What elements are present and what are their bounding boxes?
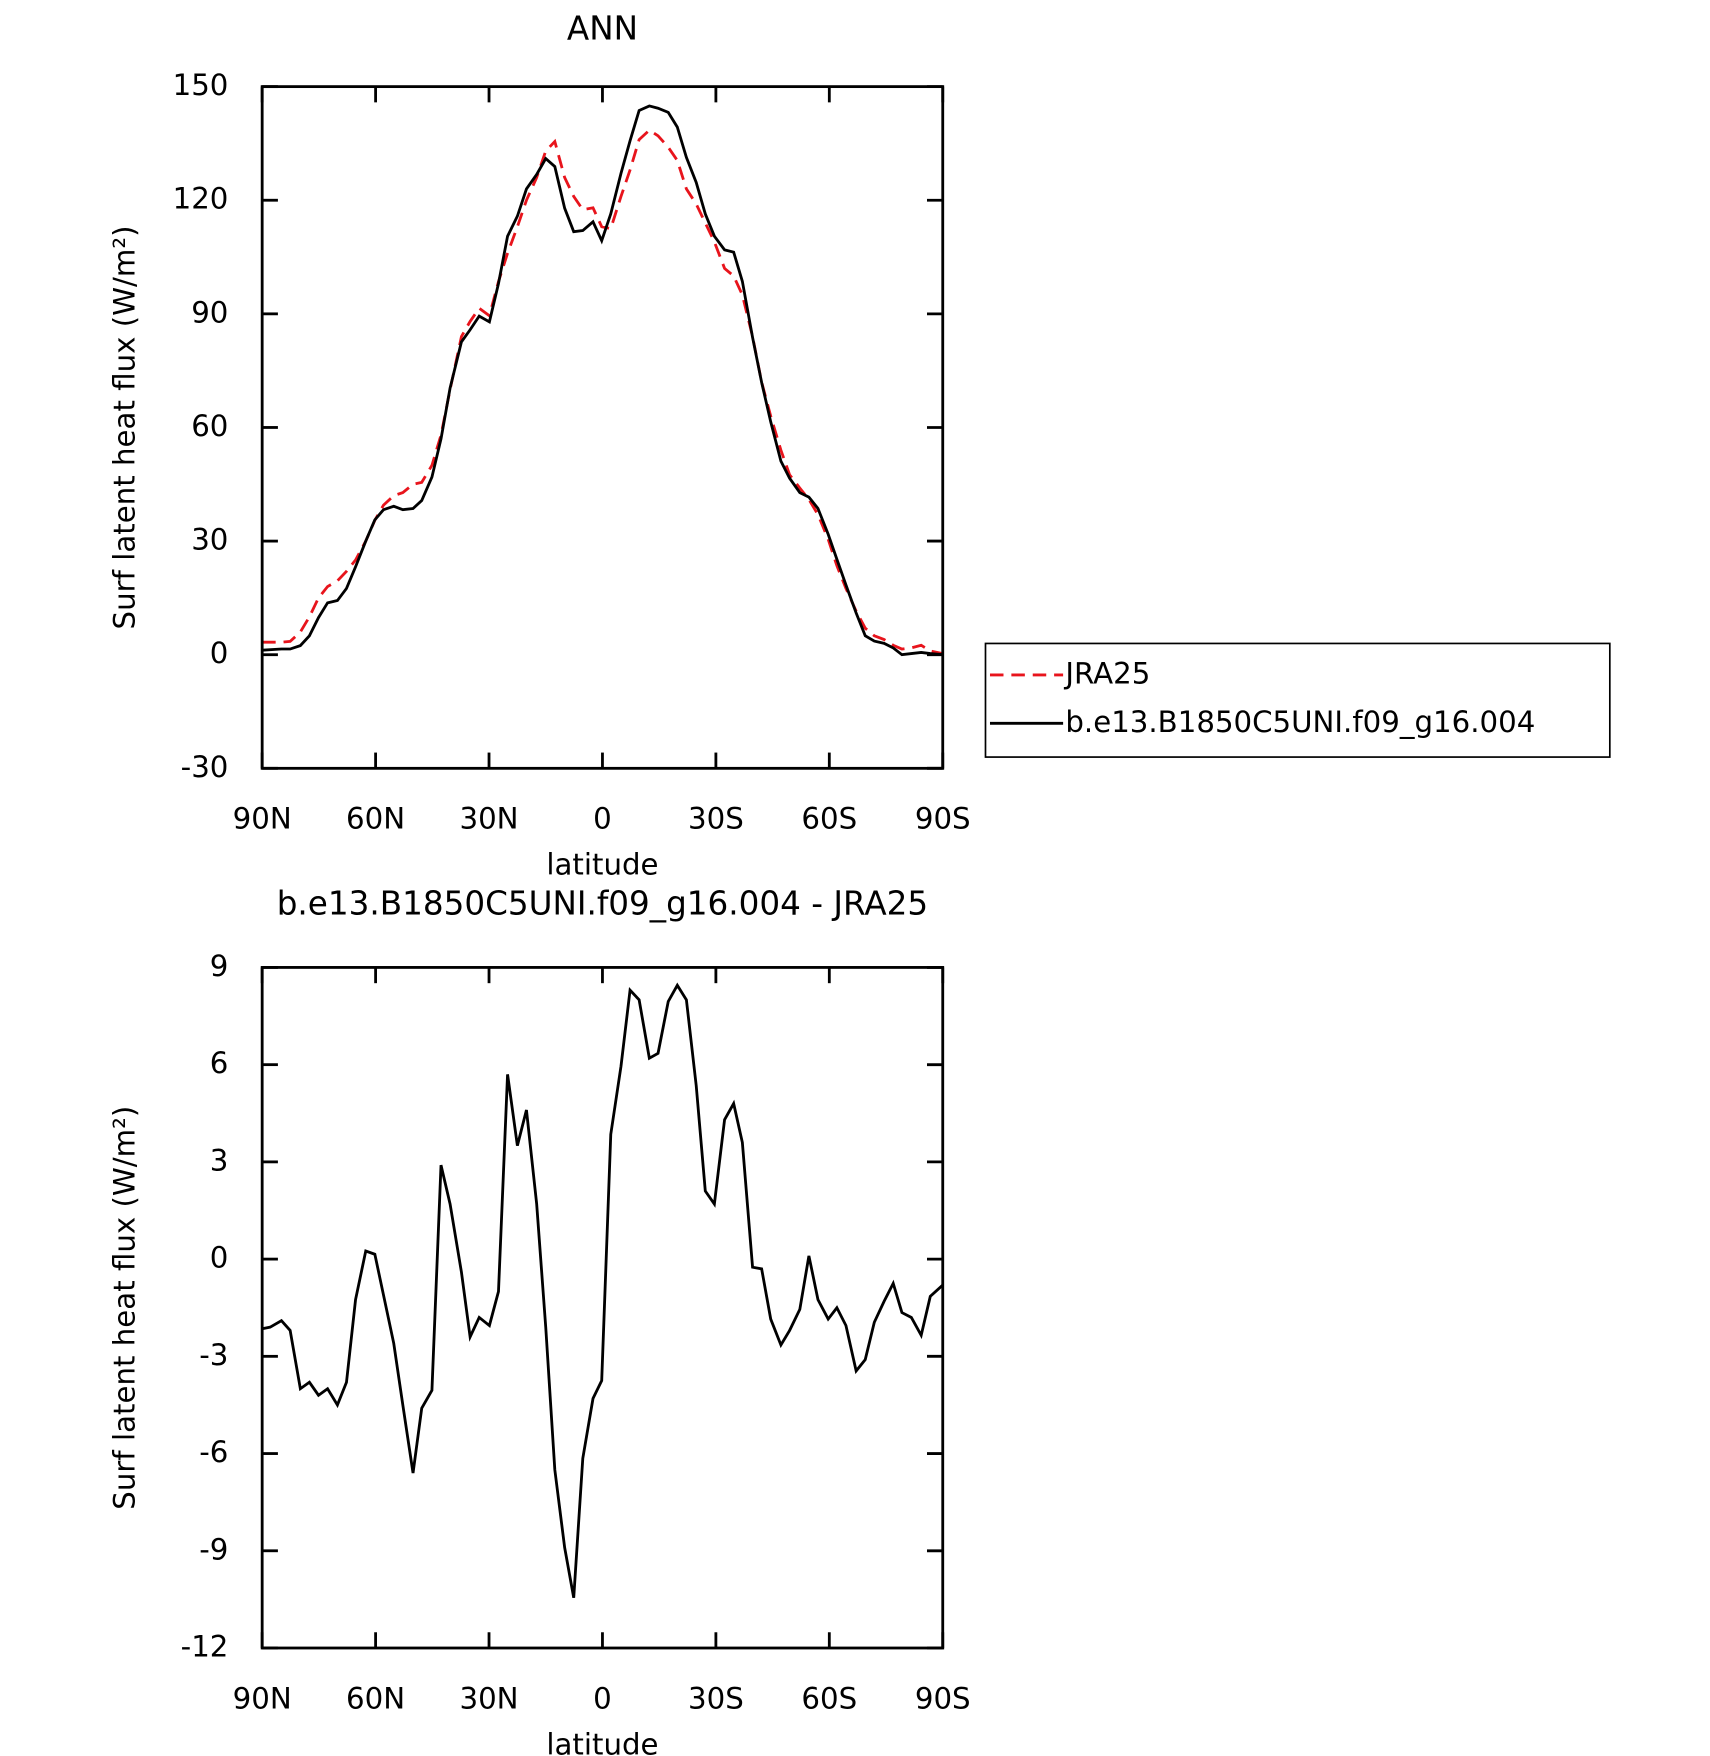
data-line [262, 128, 944, 655]
x-tick-label: 90S [915, 802, 971, 836]
x-tick-label: 60N [346, 1681, 405, 1715]
y-tick-label: 90 [191, 295, 228, 329]
y-tick-label: 0 [210, 1241, 229, 1275]
x-tick-label: 30S [688, 1681, 744, 1715]
chart-title: ANN [567, 9, 638, 47]
y-tick-label: -12 [181, 1630, 229, 1664]
y-tick-label: 150 [173, 68, 229, 102]
y-tick-label: 9 [210, 949, 229, 983]
y-tick-label: 30 [191, 523, 228, 557]
data-line [261, 982, 944, 1599]
legend-label: b.e13.B1850C5UNI.f09_g16.004 [1065, 705, 1535, 739]
x-tick-label: 90N [233, 1681, 292, 1715]
x-tick-label: 0 [593, 802, 612, 836]
x-tick-label: 30N [459, 802, 518, 836]
x-axis-label: latitude [546, 1727, 658, 1756]
x-tick-label: 60S [801, 1681, 857, 1715]
y-tick-label: 0 [210, 636, 229, 670]
y-tick-label: 3 [210, 1143, 229, 1177]
x-tick-label: 90N [233, 802, 292, 836]
x-tick-label: 30N [459, 1681, 518, 1715]
x-tick-label: 90S [915, 1681, 971, 1715]
x-tick-label: 60S [801, 802, 857, 836]
data-line [262, 104, 943, 657]
y-tick-label: -9 [199, 1532, 228, 1566]
legend-label: JRA25 [1063, 656, 1150, 690]
plot-frame [260, 85, 945, 770]
y-tick-label: 60 [191, 409, 228, 443]
y-axis-label: Surf latent heat flux (W/m²) [108, 225, 142, 629]
x-tick-label: 0 [593, 1681, 612, 1715]
y-tick-label: -30 [181, 750, 229, 784]
y-tick-label: -3 [199, 1338, 228, 1372]
x-tick-label: 30S [688, 802, 744, 836]
chart-title: b.e13.B1850C5UNI.f09_g16.004 - JRA25 [277, 885, 928, 923]
x-tick-label: 60N [346, 802, 405, 836]
plot-frame [260, 966, 945, 1650]
y-tick-label: 6 [210, 1046, 229, 1080]
legend-box [984, 642, 1611, 758]
y-tick-label: -6 [199, 1435, 228, 1469]
y-tick-label: 120 [173, 182, 229, 216]
x-axis-label: latitude [546, 848, 658, 882]
y-axis-label: Surf latent heat flux (W/m²) [108, 1106, 142, 1510]
